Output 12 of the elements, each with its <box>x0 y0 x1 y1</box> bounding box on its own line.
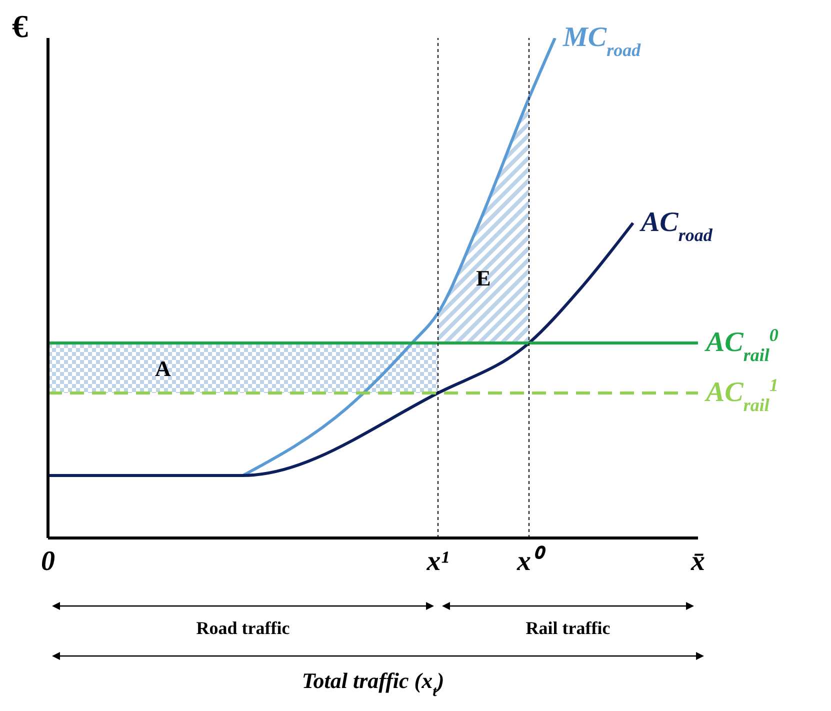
annotation: E <box>476 265 491 290</box>
x-tick-label: x¹ <box>426 546 450 577</box>
annotation: A <box>155 356 172 381</box>
series-label: MC$_{road}$ <box>562 22 642 60</box>
x-tick-label: x⁰ <box>516 545 546 577</box>
y-axis-title: € <box>12 8 28 45</box>
text: Rail traffic <box>526 618 610 638</box>
series-label: AC$_{road}$ <box>639 207 714 245</box>
text: Road traffic <box>196 618 290 638</box>
x-tick-label: 0 <box>41 546 55 577</box>
x-axis-title: Total traffic (x$_{t}$) <box>302 668 444 700</box>
x-tick-label: x̄ <box>690 546 705 577</box>
